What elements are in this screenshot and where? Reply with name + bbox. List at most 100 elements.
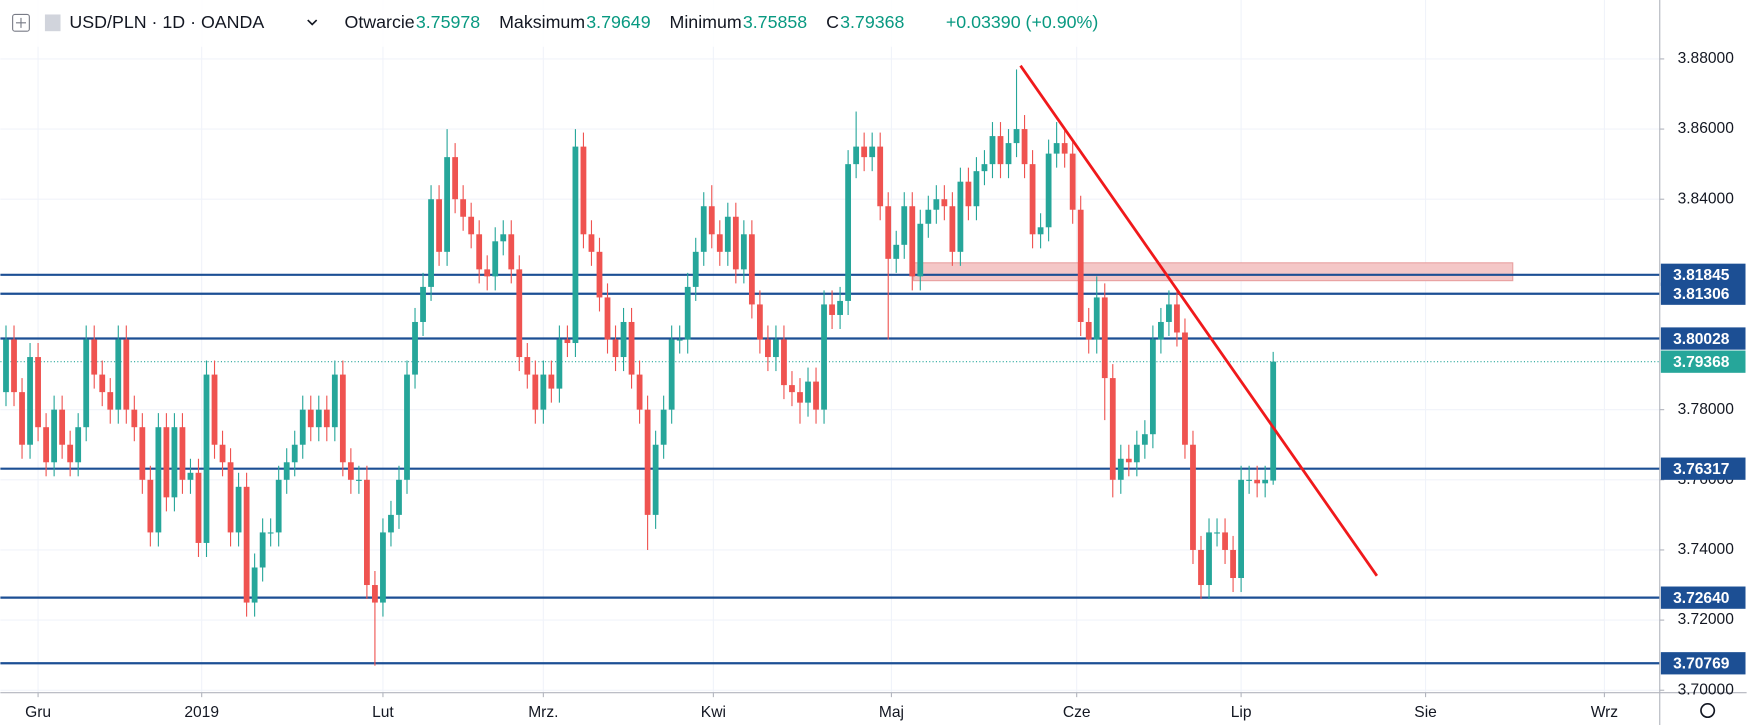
candle-body — [179, 427, 186, 480]
candle-body — [1085, 321, 1092, 340]
candle-body — [3, 339, 9, 393]
candles — [3, 69, 1277, 666]
candle-body — [347, 462, 354, 480]
candle-body — [853, 146, 860, 165]
candle-body — [524, 357, 531, 375]
candle-body — [596, 251, 603, 298]
candle-body — [380, 532, 386, 603]
candle-body — [155, 427, 162, 533]
candle-body — [676, 339, 683, 341]
y-tick-label: 3.78000 — [1678, 401, 1735, 418]
candle-body — [732, 216, 739, 270]
candle-body — [1053, 143, 1060, 154]
candle-body — [1166, 304, 1172, 322]
trend-line — [1019, 64, 1379, 577]
x-tick-label: Lut — [372, 704, 394, 721]
candle-body — [756, 304, 763, 340]
candle-body — [163, 427, 170, 498]
grid — [0, 0, 1660, 693]
candle-body — [1174, 304, 1180, 333]
candle-body — [500, 234, 507, 242]
candle-body — [805, 381, 811, 403]
candle-body — [251, 567, 258, 603]
symbol-title[interactable]: USD/PLN · 1D · OANDA — [69, 12, 264, 32]
x-tick-label: Lip — [1231, 704, 1252, 721]
candle-body — [1141, 434, 1148, 445]
candle-body — [339, 374, 346, 463]
candle-body — [1262, 479, 1269, 484]
candle-body — [1045, 153, 1052, 228]
dropdown-icon[interactable] — [307, 19, 318, 26]
y-tick-label: 3.74000 — [1678, 541, 1735, 558]
candle-body — [604, 297, 611, 340]
candle-body — [243, 486, 250, 603]
y-tick-label: 3.88000 — [1678, 50, 1735, 67]
legend-value: 3.75858 — [743, 12, 807, 32]
level-label: 3.76317 — [1673, 461, 1729, 478]
candle-body — [765, 339, 771, 358]
candle-body — [315, 409, 322, 428]
levels — [0, 273, 1660, 665]
add-icon-plus — [15, 17, 26, 28]
candle-body — [1125, 458, 1132, 463]
candle-body — [267, 532, 274, 534]
candle-body — [1109, 378, 1116, 480]
candle-body — [227, 462, 234, 533]
add-icon[interactable] — [12, 13, 30, 32]
candle-body — [789, 385, 795, 393]
candle-body — [700, 206, 707, 252]
candle-body — [139, 427, 146, 480]
legend-value: 3.79368 — [840, 12, 904, 32]
candle-body — [283, 462, 290, 480]
candle-body — [1230, 549, 1236, 579]
candle-body — [1198, 549, 1204, 586]
level-label-bg — [1660, 457, 1746, 480]
candle-body — [299, 409, 306, 445]
candle-body — [323, 409, 330, 428]
candle-body — [492, 241, 499, 277]
level-label-bg — [1660, 586, 1746, 609]
candle-body — [845, 164, 852, 301]
candle-body — [1005, 143, 1012, 165]
candle-body — [781, 339, 787, 386]
x-tick-label: Cze — [1063, 704, 1091, 721]
candle-body — [893, 244, 900, 259]
time-axis — [0, 692, 1660, 725]
candle-body — [484, 269, 491, 277]
candle-body — [1061, 143, 1068, 154]
legend-label: C — [826, 12, 839, 32]
candle-body — [219, 444, 226, 463]
candle-body — [1029, 164, 1036, 235]
candle-body — [364, 479, 370, 586]
x-tick-label: Kwi — [701, 704, 726, 721]
candle-body — [564, 339, 571, 344]
candle-body — [532, 374, 539, 410]
candle-body — [773, 339, 779, 358]
candle-body — [396, 479, 402, 515]
candle-body — [813, 381, 819, 410]
x-tick-label: Gru — [25, 704, 51, 721]
candle-body — [195, 472, 202, 543]
candle-body — [1021, 129, 1028, 165]
candle-body — [476, 234, 483, 270]
candle-body — [885, 206, 892, 259]
candle-body — [724, 216, 731, 252]
candle-body — [107, 392, 114, 410]
y-tick-label: 3.84000 — [1678, 190, 1735, 207]
axes: 3.880003.860003.840003.780003.760003.740… — [25, 50, 1746, 721]
header-bg — [0, 0, 1115, 47]
candle-body — [989, 136, 996, 165]
candle-body — [901, 206, 908, 245]
candle-body — [51, 409, 58, 463]
candle-body — [436, 199, 442, 252]
candle-body — [91, 339, 98, 375]
legend-label: Maksimum — [499, 12, 585, 32]
x-tick-label: Mrz. — [528, 704, 558, 721]
candle-body — [412, 321, 418, 375]
candle-body — [909, 206, 916, 277]
settings-icon[interactable] — [1700, 703, 1716, 719]
candle-body — [821, 304, 827, 410]
candle-body — [997, 136, 1004, 165]
highlight-zone — [913, 262, 1514, 282]
